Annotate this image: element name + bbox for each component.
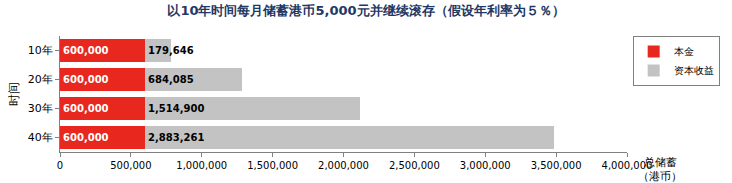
svg-text:2,000,000: 2,000,000 (318, 160, 369, 171)
svg-text:684,085: 684,085 (148, 74, 194, 85)
svg-text:2,500,000: 2,500,000 (389, 160, 440, 171)
svg-text:本金: 本金 (674, 46, 694, 57)
svg-text:0: 0 (57, 160, 63, 171)
svg-text:以10年时间每月储蓄港币5,000元并继续滚存（假设年利率为: 以10年时间每月储蓄港币5,000元并继续滚存（假设年利率为５％） (167, 3, 564, 18)
svg-text:1,500,000: 1,500,000 (247, 160, 298, 171)
svg-text:时间: 时间 (7, 82, 21, 106)
svg-text:3,000,000: 3,000,000 (460, 160, 511, 171)
svg-text:30年: 30年 (28, 102, 53, 115)
svg-text:600,000: 600,000 (63, 103, 109, 114)
svg-text:总储蓄（港币）: 总储蓄（港币） (638, 156, 682, 183)
svg-text:4,000,000: 4,000,000 (602, 160, 653, 171)
svg-text:1,000,000: 1,000,000 (176, 160, 227, 171)
svg-text:资本收益: 资本收益 (674, 65, 714, 76)
svg-text:20年: 20年 (28, 73, 53, 86)
svg-text:1,514,900: 1,514,900 (148, 103, 204, 114)
svg-text:179,646: 179,646 (148, 45, 194, 56)
svg-text:500,000: 500,000 (110, 160, 151, 171)
svg-text:600,000: 600,000 (63, 45, 109, 56)
svg-text:10年: 10年 (28, 44, 53, 57)
svg-text:3,500,000: 3,500,000 (531, 160, 582, 171)
svg-text:600,000: 600,000 (63, 74, 109, 85)
svg-text:600,000: 600,000 (63, 132, 109, 143)
svg-text:2,883,261: 2,883,261 (148, 132, 204, 143)
svg-text:40年: 40年 (28, 131, 53, 144)
